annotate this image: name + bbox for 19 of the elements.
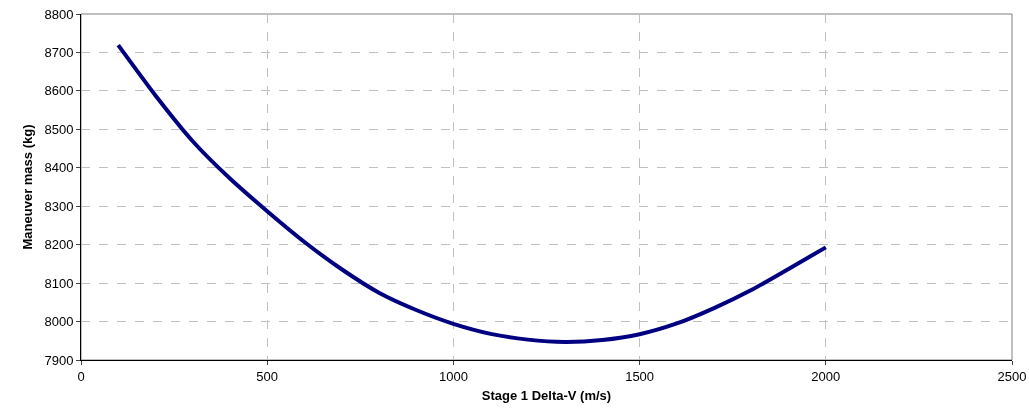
x-tick-label: 1000	[438, 368, 468, 384]
y-axis-title: Maneuver mass (kg)	[20, 124, 36, 250]
y-tick-label: 7900	[44, 352, 74, 368]
y-tick-label: 8800	[44, 6, 74, 22]
y-tick-label: 8300	[44, 198, 74, 214]
line-series	[116, 43, 828, 344]
y-tick-label: 8700	[44, 44, 74, 60]
y-tick-label: 8600	[44, 83, 74, 99]
y-tick-label: 8400	[44, 160, 74, 176]
x-tick-label: 2000	[811, 368, 841, 384]
x-tick-label: 2500	[997, 368, 1027, 384]
x-tick-label: 0	[77, 368, 85, 384]
y-tick-label: 8200	[44, 237, 74, 253]
y-tick-label: 8500	[44, 121, 74, 137]
y-tick-label: 8100	[44, 275, 74, 291]
y-tick-label: 8000	[44, 314, 74, 330]
x-tick-label: 500	[256, 368, 279, 384]
x-axis-title: Stage 1 Delta-V (m/s)	[481, 388, 612, 404]
x-tick-label: 1500	[625, 368, 655, 384]
